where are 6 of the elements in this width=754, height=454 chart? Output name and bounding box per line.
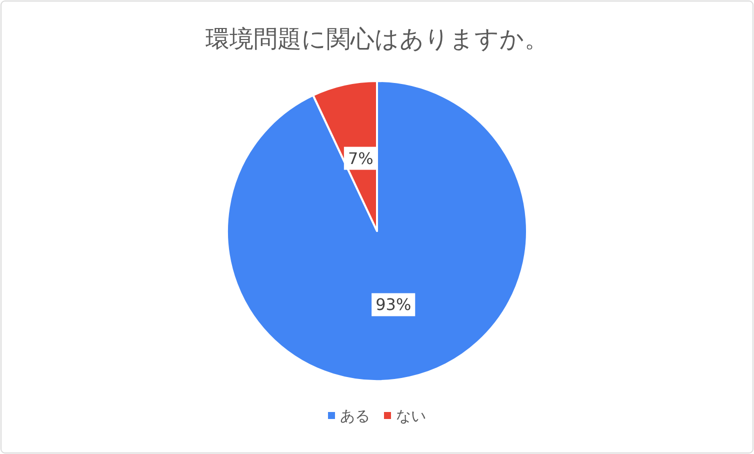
data-label: 93% [376,295,412,314]
data-label: 7% [348,148,374,168]
pie-slice [226,80,528,382]
legend-label: ある [340,407,370,425]
legend-label: ない [396,407,426,425]
chart-title: 環境問題に関心はありますか。 [206,25,548,53]
